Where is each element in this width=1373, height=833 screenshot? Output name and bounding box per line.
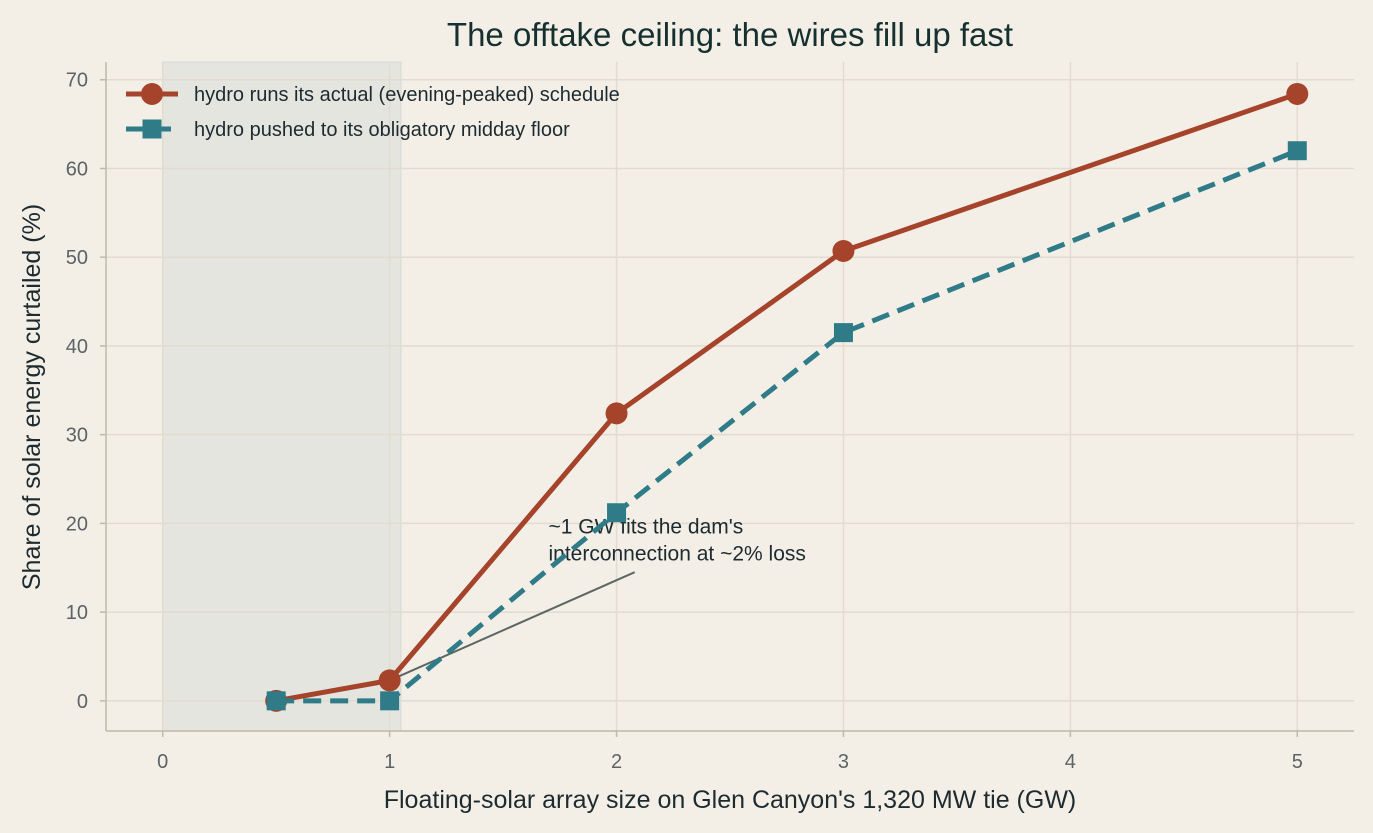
x-tick-label: 3 <box>838 751 849 773</box>
legend-marker <box>142 119 162 139</box>
y-tick-label: 50 <box>66 247 88 269</box>
data-point <box>380 691 400 711</box>
x-tick-label: 4 <box>1065 751 1076 773</box>
data-point <box>266 691 286 711</box>
y-axis-label: Share of solar energy curtailed (%) <box>18 204 46 590</box>
legend-marker <box>141 83 163 105</box>
x-tick-label: 0 <box>157 751 168 773</box>
y-tick-label: 30 <box>66 425 88 447</box>
data-point <box>1287 141 1307 161</box>
annotation-text: ~1 GW fits the dam's <box>548 515 743 538</box>
data-point <box>378 669 401 692</box>
x-tick-label: 1 <box>384 751 395 773</box>
y-tick-label: 70 <box>66 70 88 92</box>
data-point <box>605 402 628 425</box>
annotation-arrow <box>389 571 636 682</box>
data-point <box>1286 82 1309 105</box>
annotation-text: interconnection at ~2% loss <box>548 542 805 565</box>
x-axis-label: Floating-solar array size on Glen Canyon… <box>384 786 1077 814</box>
y-tick-label: 10 <box>66 602 88 624</box>
data-point <box>833 323 853 343</box>
y-tick-label: 0 <box>77 691 88 713</box>
chart-title: The offtake ceiling: the wires fill up f… <box>447 16 1013 53</box>
y-tick-label: 20 <box>66 513 88 535</box>
legend-label-1: hydro runs its actual (evening-peaked) s… <box>194 84 620 106</box>
y-tick-label: 40 <box>66 336 88 358</box>
data-point <box>832 239 855 262</box>
x-tick-label: 5 <box>1292 751 1303 773</box>
data-point <box>607 503 627 523</box>
shaded-region <box>162 61 402 732</box>
legend-label-2: hydro pushed to its obligatory midday fl… <box>194 119 570 141</box>
x-tick-label: 2 <box>611 751 622 773</box>
y-tick-label: 60 <box>66 158 88 180</box>
